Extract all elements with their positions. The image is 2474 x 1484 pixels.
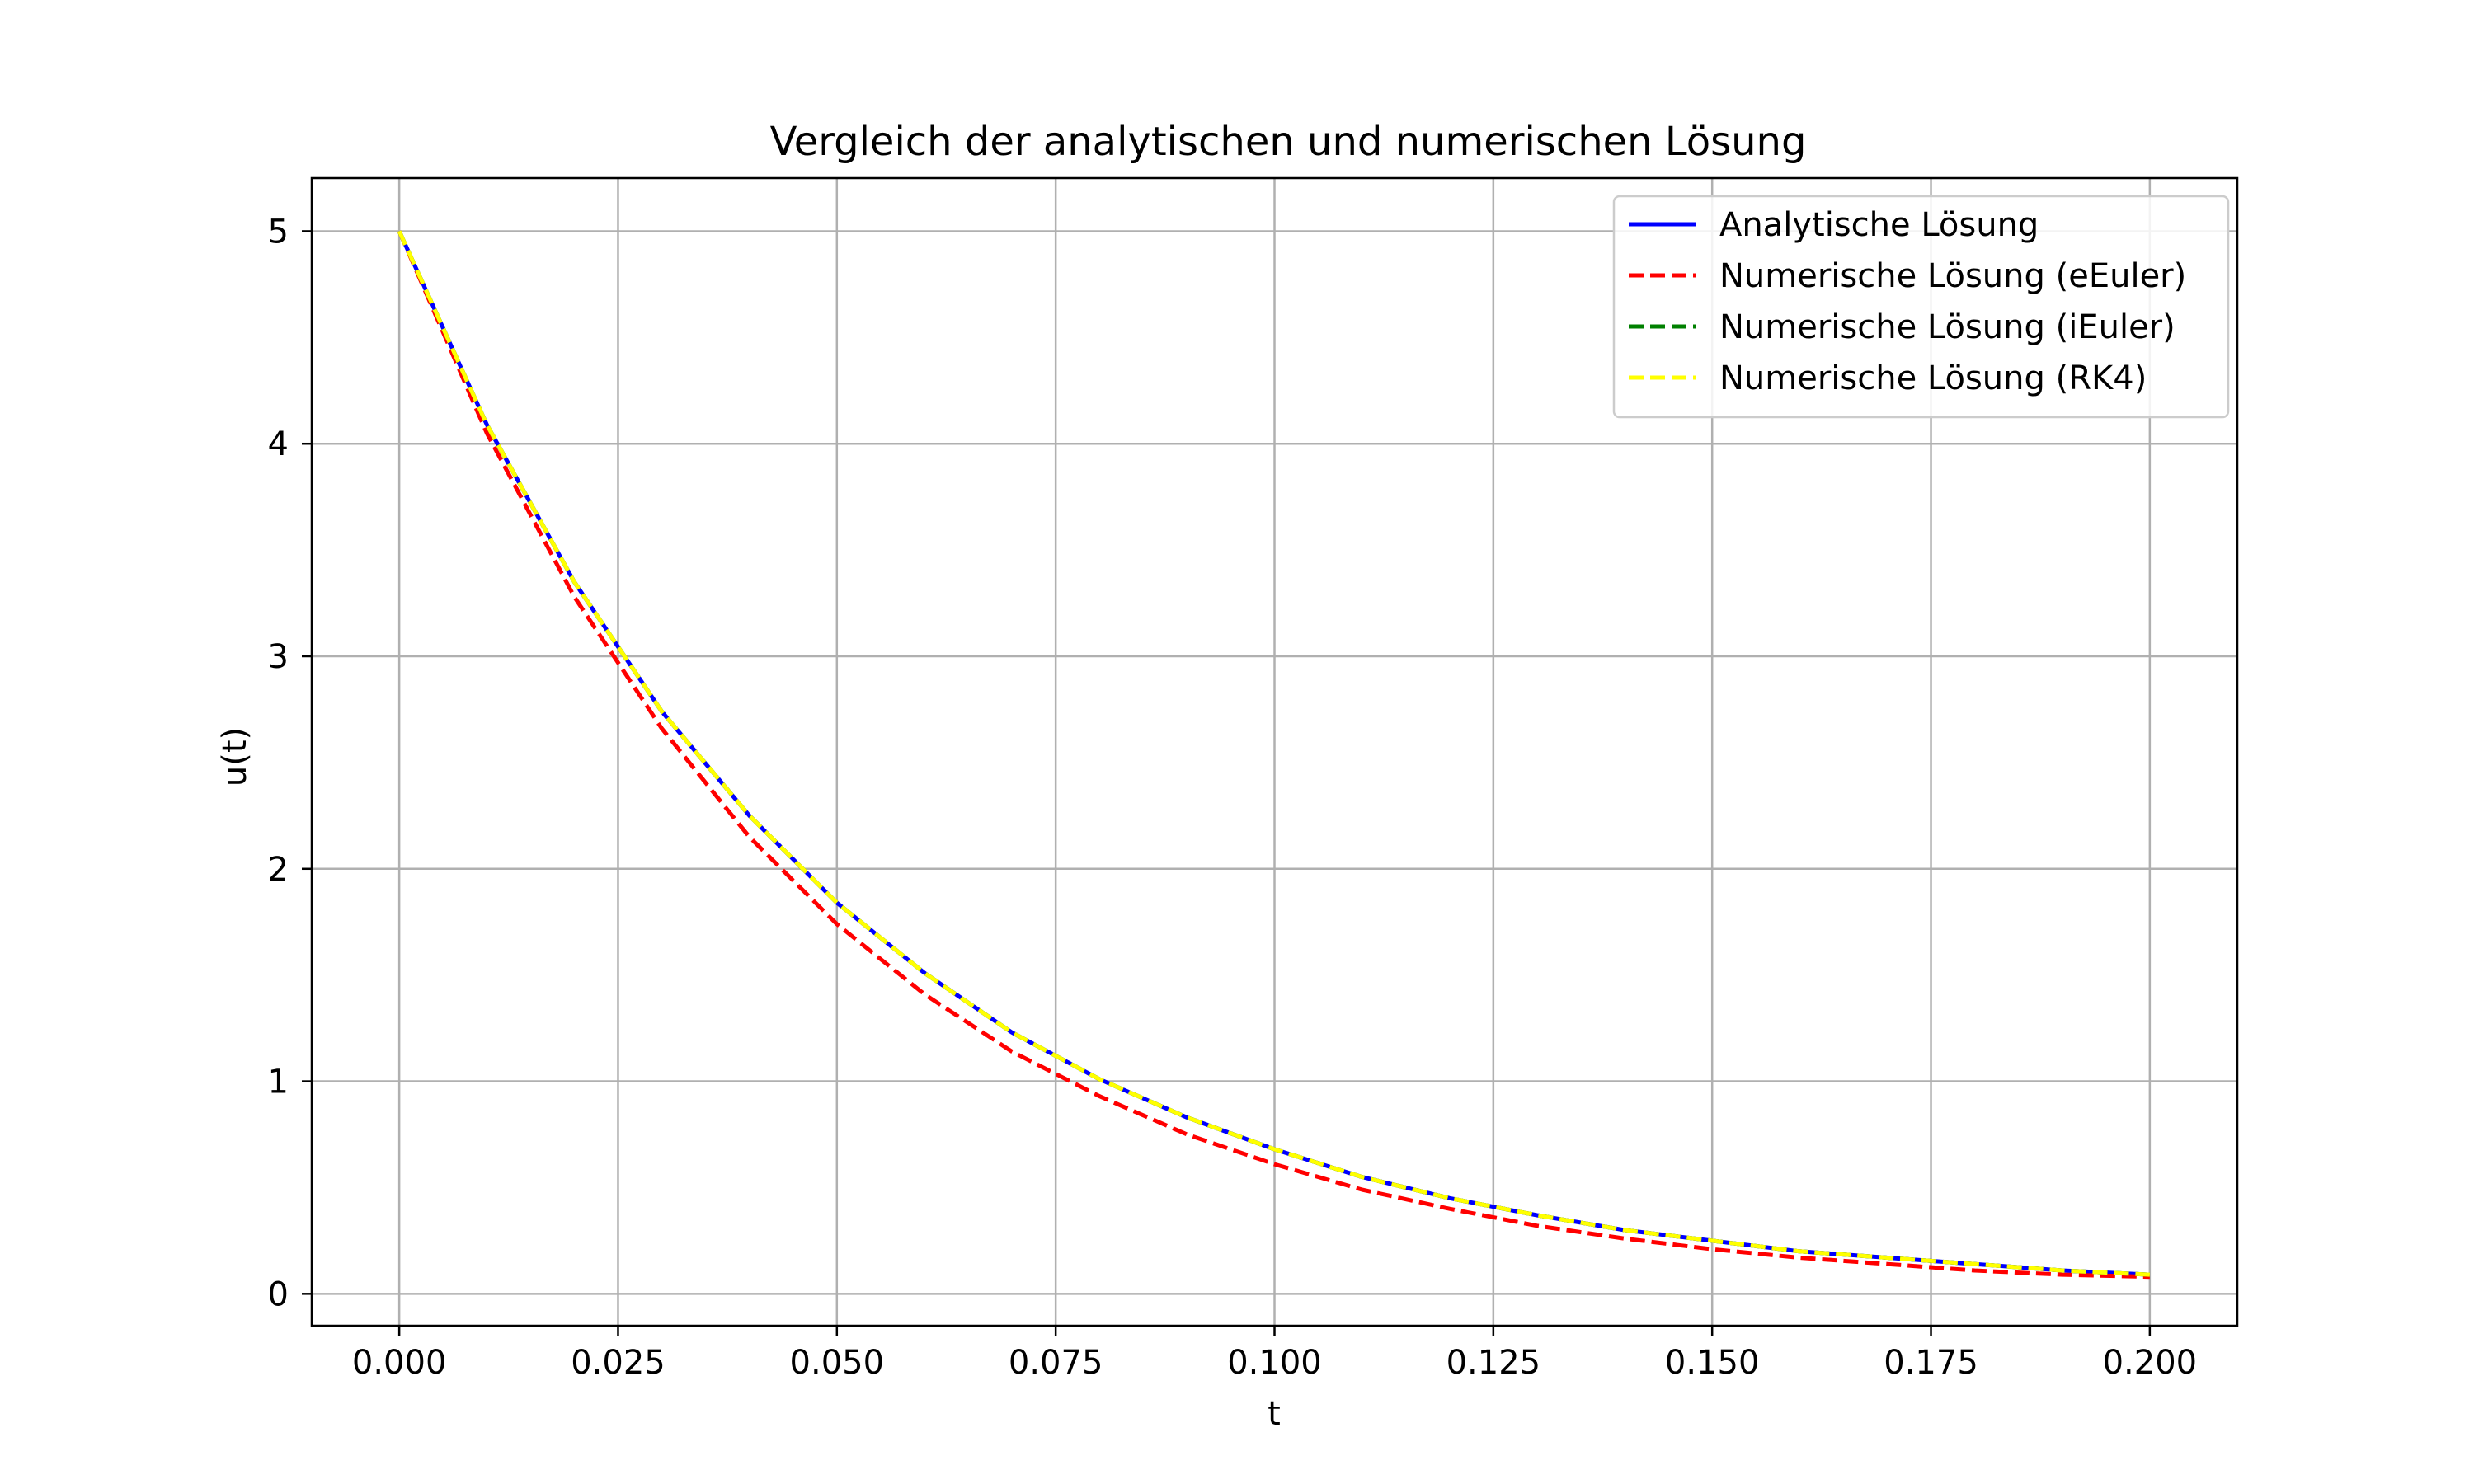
- x-tick-label: 0.175: [1884, 1344, 1978, 1382]
- y-tick-label: 4: [268, 425, 289, 463]
- y-tick-label: 0: [268, 1275, 289, 1313]
- x-tick-label: 0.050: [790, 1344, 885, 1382]
- legend-label: Numerische Lösung (iEuler): [1719, 308, 2175, 346]
- legend: Analytische Lösung Numerische Lösung (eEu…: [1612, 195, 2230, 419]
- axis-ticks: 0.000 0.025 0.050 0.075 0.100 0.125 0.150 0.175…: [268, 213, 2198, 1382]
- legend-label: Numerische Lösung (RK4): [1719, 359, 2147, 397]
- x-tick-label: 0.075: [1009, 1344, 1103, 1382]
- legend-label: Analytische Lösung: [1719, 206, 2039, 244]
- x-tick-label: 0.100: [1227, 1344, 1322, 1382]
- y-tick-label: 3: [268, 638, 289, 676]
- grid: [312, 178, 2237, 1326]
- y-tick-label: 2: [268, 851, 289, 889]
- series-line-4: [397, 230, 2151, 1277]
- series-lines: [397, 230, 2151, 1280]
- chart-title: Vergleich der analytischen und numerisch…: [770, 119, 1807, 165]
- x-axis-label: t: [1268, 1395, 1281, 1433]
- series-line-2: [397, 230, 2150, 1280]
- x-tick-label: 0.150: [1665, 1344, 1760, 1382]
- y-axis-label: u(t): [216, 727, 254, 787]
- legend-label: Numerische Lösung (eEuler): [1719, 257, 2186, 295]
- x-tick-label: 0.025: [571, 1344, 666, 1382]
- x-tick-label: 0.200: [2103, 1344, 2198, 1382]
- y-tick-label: 5: [268, 213, 289, 251]
- y-tick-label: 1: [268, 1064, 289, 1101]
- x-tick-label: 0.125: [1446, 1344, 1541, 1382]
- legend-box: [1612, 195, 2230, 419]
- x-tick-label: 0.000: [352, 1344, 447, 1382]
